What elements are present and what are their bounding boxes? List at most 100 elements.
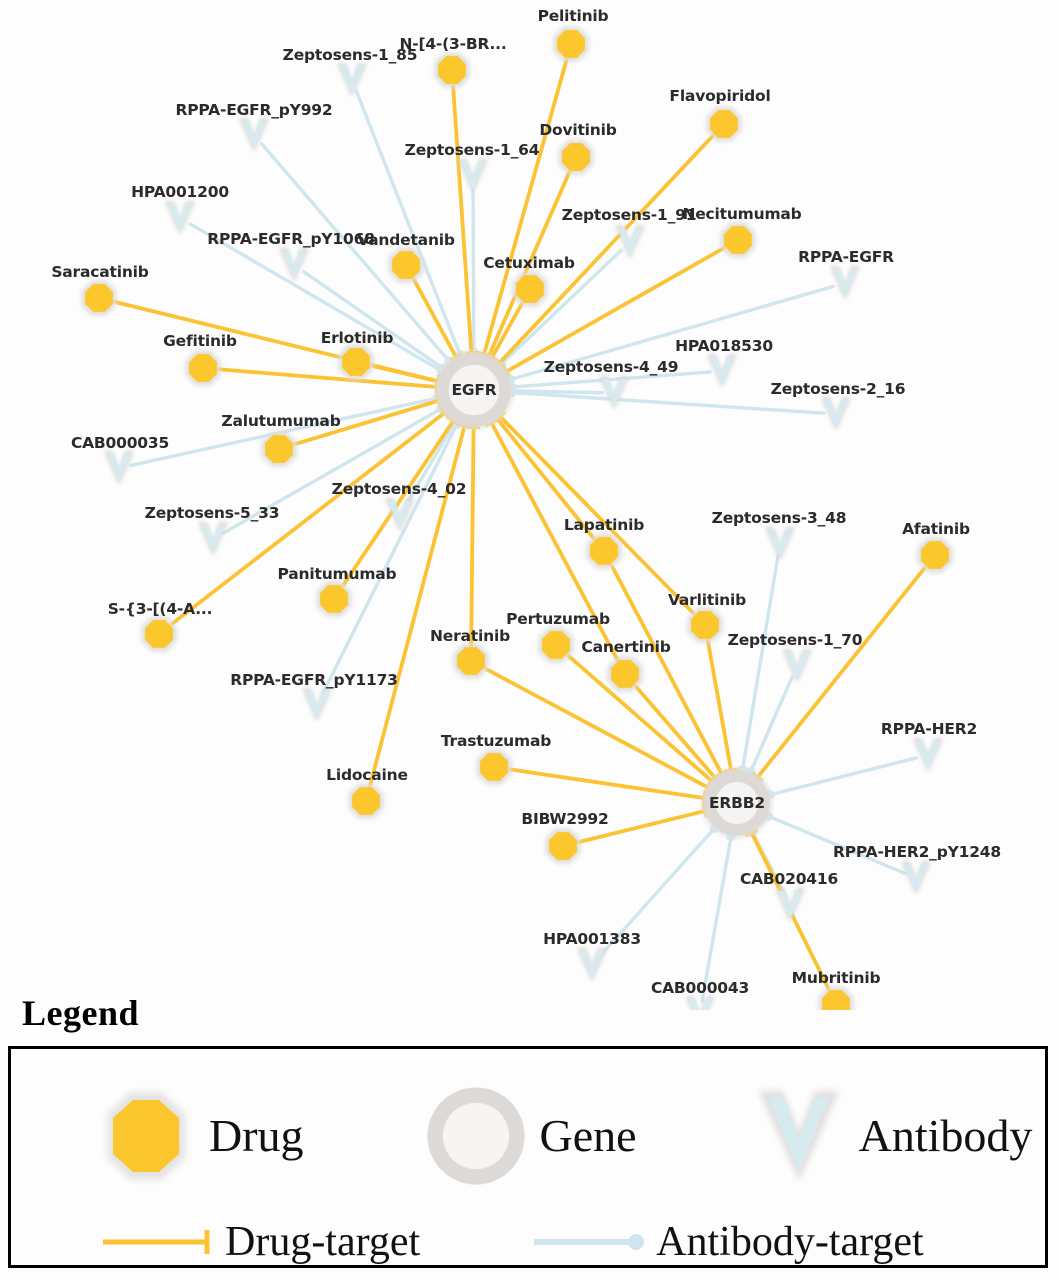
antibody-node[interactable] xyxy=(279,248,309,282)
drug-node-shape xyxy=(85,284,113,312)
gene-node-ring xyxy=(437,353,511,427)
antibody-node-shape xyxy=(785,652,809,680)
antibody-target-edge xyxy=(320,422,459,696)
drug-node-shape xyxy=(392,251,420,279)
legend-edge-row: Drug-target Antibody-target xyxy=(101,1221,924,1263)
antibody-target-edge xyxy=(740,554,780,772)
antibody-node[interactable] xyxy=(707,354,737,388)
antibody-target-edge xyxy=(221,407,443,535)
drug-target-edge xyxy=(608,561,724,775)
drug-target-edge xyxy=(481,665,709,790)
drug-node[interactable] xyxy=(81,280,117,316)
antibody-node[interactable] xyxy=(913,738,943,772)
drug-node-shape xyxy=(542,631,570,659)
drug-target-edge xyxy=(450,82,474,354)
antibody-node[interactable] xyxy=(901,861,931,895)
dot-line-icon xyxy=(534,1234,645,1250)
drug-node-shape xyxy=(438,56,466,84)
drug-node[interactable] xyxy=(261,431,297,467)
antibody-node[interactable] xyxy=(615,225,645,259)
drug-node-shape xyxy=(145,620,173,648)
legend-title: Legend xyxy=(22,993,140,1033)
drug-node[interactable] xyxy=(512,271,548,307)
antibody-node-shape xyxy=(282,251,306,279)
drug-node[interactable] xyxy=(185,350,221,386)
legend-label-drug-target: Drug-target xyxy=(225,1219,421,1265)
drug-target-edge xyxy=(339,419,455,590)
drug-node[interactable] xyxy=(917,537,953,573)
drug-node[interactable] xyxy=(687,607,723,643)
drug-node-shape xyxy=(457,647,485,675)
antibody-node[interactable] xyxy=(239,118,269,152)
drug-node[interactable] xyxy=(586,533,622,569)
antibody-node-shape xyxy=(688,999,712,1010)
drug-target-edge xyxy=(469,426,476,649)
drug-node[interactable] xyxy=(720,222,756,258)
drug-node[interactable] xyxy=(434,52,470,88)
drug-node[interactable] xyxy=(476,749,512,785)
gene-node[interactable] xyxy=(702,768,772,838)
legend-item-gene: Gene xyxy=(426,1086,637,1186)
drug-node[interactable] xyxy=(316,581,352,617)
drug-node[interactable] xyxy=(553,26,589,62)
drug-node-shape xyxy=(352,787,380,815)
drug-node[interactable] xyxy=(388,247,424,283)
drug-node[interactable] xyxy=(558,139,594,175)
drug-node-shape xyxy=(516,275,544,303)
drug-node[interactable] xyxy=(607,656,643,692)
drug-node-shape xyxy=(549,832,577,860)
drug-node-shape xyxy=(710,110,738,138)
network-canvas[interactable]: Zeptosens-1_85 RPPA-EGFR_pY992 Zeptosens-1… xyxy=(0,0,1059,1010)
drug-node-shape xyxy=(590,537,618,565)
antibody-target-edge xyxy=(302,270,445,371)
legend-label-antibody: Antibody xyxy=(858,1110,1033,1161)
drug-target-edge xyxy=(290,398,440,448)
antibody-node[interactable] xyxy=(765,527,795,561)
antibody-target-edge xyxy=(700,834,733,1003)
gene-node[interactable] xyxy=(435,351,513,429)
drug-node-shape xyxy=(480,753,508,781)
antibody-node-shape xyxy=(710,357,734,385)
antibody-node[interactable] xyxy=(198,522,228,556)
drug-target-edge xyxy=(215,367,438,389)
legend-box: Drug Gene Antibody xyxy=(8,1046,1048,1268)
antibody-node[interactable] xyxy=(302,688,332,722)
drug-node[interactable] xyxy=(545,828,581,864)
antibody-node[interactable] xyxy=(599,376,629,410)
drug-node[interactable] xyxy=(538,627,574,663)
antibody-node-shape xyxy=(242,121,266,149)
drug-node[interactable] xyxy=(348,783,384,819)
drug-target-edge xyxy=(756,563,929,779)
drug-node-shape xyxy=(265,435,293,463)
drug-node[interactable] xyxy=(706,106,742,142)
antibody-node-shape xyxy=(201,525,225,553)
gene-node-center xyxy=(716,782,758,824)
antibody-node-shape xyxy=(461,162,485,190)
chevron-icon xyxy=(758,1091,839,1181)
drug-node[interactable] xyxy=(141,616,177,652)
antibody-node-shape xyxy=(916,741,940,769)
antibody-node[interactable] xyxy=(685,996,715,1010)
antibody-node[interactable] xyxy=(337,63,367,97)
antibody-node[interactable] xyxy=(577,948,607,982)
network-graph-svg[interactable] xyxy=(0,0,1059,1010)
drug-target-edge xyxy=(632,682,717,780)
antibody-node[interactable] xyxy=(782,649,812,683)
antibody-node[interactable] xyxy=(385,498,415,532)
drug-node-shape xyxy=(822,990,850,1010)
antibody-node[interactable] xyxy=(104,451,134,485)
drug-node[interactable] xyxy=(818,986,854,1010)
drug-node[interactable] xyxy=(338,344,374,380)
drug-node[interactable] xyxy=(453,643,489,679)
antibody-node-shape xyxy=(340,66,364,94)
antibody-node[interactable] xyxy=(458,159,488,193)
nodes-layer xyxy=(81,26,953,1010)
antibody-node[interactable] xyxy=(821,397,851,431)
drug-target-edge xyxy=(497,132,717,365)
antibody-node[interactable] xyxy=(775,888,805,922)
antibody-target-edge xyxy=(260,142,451,363)
antibody-node[interactable] xyxy=(165,201,195,235)
antibody-node[interactable] xyxy=(830,266,860,300)
antibody-target-edge xyxy=(471,186,476,354)
